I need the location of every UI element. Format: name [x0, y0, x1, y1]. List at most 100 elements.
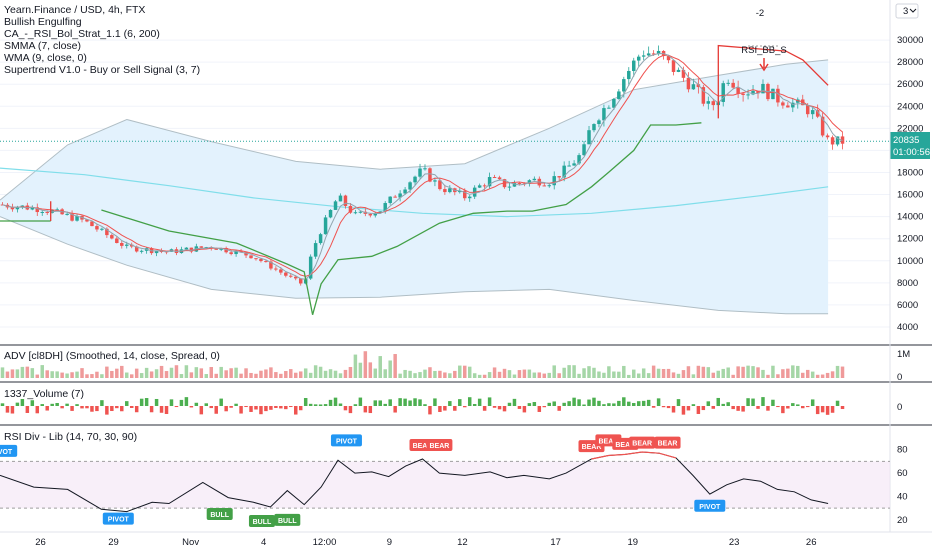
candle-body — [666, 56, 671, 61]
time-tick: 9 — [387, 537, 392, 548]
volume-bar — [383, 403, 387, 406]
candle-body — [711, 101, 716, 106]
candle-body — [830, 137, 835, 145]
adv-bar — [35, 374, 40, 378]
svg-text:BEAR: BEAR — [582, 444, 602, 451]
volume-bar — [681, 406, 686, 415]
volume-bar — [651, 406, 656, 408]
volume-bar — [25, 406, 30, 413]
volume-bar — [328, 399, 333, 406]
volume-bar — [199, 406, 204, 415]
adv-bar — [721, 368, 725, 378]
volume-bar — [557, 406, 561, 411]
adv-bar — [25, 366, 30, 378]
volume-bar — [154, 398, 159, 406]
adv-bar — [358, 362, 363, 378]
candle-body — [298, 278, 303, 284]
candle-body — [746, 94, 750, 96]
candle-body — [383, 203, 387, 212]
volume-bar — [234, 403, 238, 406]
volume-bar — [70, 406, 74, 411]
adv-bar — [10, 369, 15, 378]
candle-body — [532, 178, 537, 181]
adv-bar — [706, 367, 711, 378]
legend-rsi[interactable]: RSI Div - Lib (14, 70, 30, 90) — [4, 431, 138, 443]
legend-smma[interactable]: SMMA (7, close) — [4, 40, 82, 52]
adv-bar — [189, 372, 194, 378]
candle-body — [214, 248, 218, 250]
price-axis[interactable]: 4000600080001000012000140001600018000200… — [897, 35, 923, 333]
volume-bar — [448, 401, 452, 406]
adv-bar — [746, 365, 750, 378]
scale-button[interactable] — [895, 3, 919, 19]
adv-bar — [129, 374, 134, 378]
scale-dropdown-icon[interactable] — [909, 8, 917, 13]
volume-bar — [174, 406, 179, 408]
volume-bar — [189, 406, 194, 408]
volume-bar — [602, 404, 606, 406]
adv-bar — [771, 365, 775, 378]
adv-bar — [338, 373, 343, 378]
adv-bar — [90, 374, 94, 378]
legend-symbol[interactable]: Yearn.Finance / USD, 4h, FTX — [4, 4, 146, 16]
rsi-tick: 60 — [897, 468, 908, 479]
rsi-axis[interactable]: 20 40 60 80 — [897, 445, 908, 526]
time-tick: 17 — [550, 537, 561, 548]
volume-bar — [393, 406, 397, 413]
volume-bar — [433, 398, 437, 406]
adv-bar — [467, 366, 472, 378]
legend-pattern[interactable]: Bullish Engulfing — [4, 16, 82, 28]
adv-bar — [30, 368, 35, 378]
candle-body — [681, 69, 686, 78]
volume-bar — [90, 406, 94, 412]
legend-supertrend[interactable]: Supertrend V1.0 - Buy or Sell Signal (3,… — [4, 64, 201, 76]
volume-bar — [592, 397, 596, 406]
adv-bar — [622, 365, 626, 378]
candle-body — [85, 219, 89, 222]
volume-bar — [129, 406, 134, 408]
legend-wma[interactable]: WMA (9, close, 0) — [4, 52, 87, 64]
legend-strategy[interactable]: CA_-_RSI_Bol_Strat_1.1 (6, 200) — [4, 28, 160, 40]
volume-bar — [482, 406, 487, 411]
candle-body — [696, 84, 701, 88]
candle-body — [656, 50, 661, 55]
adv-bar — [279, 373, 283, 378]
volume-bar — [716, 397, 720, 406]
volume-bar — [825, 406, 830, 415]
candle-body — [443, 189, 447, 193]
volume-bar — [666, 406, 671, 409]
volume-bar — [840, 406, 845, 410]
volume-bar — [587, 399, 591, 406]
volume-bar — [50, 403, 54, 406]
adv-bar — [497, 371, 502, 378]
volume-bar — [676, 399, 681, 406]
volume-bar — [622, 397, 626, 406]
adv-bar — [269, 367, 273, 378]
price-tick: 14000 — [897, 212, 923, 223]
volume-bar — [313, 404, 318, 406]
candle-body — [388, 196, 392, 204]
adv-bar — [796, 365, 800, 378]
adv-bar — [801, 372, 805, 378]
candle-body — [791, 102, 795, 108]
time-axis[interactable]: 26 29 Nov 4 12:00 9 12 17 19 23 26 — [35, 537, 816, 548]
candle-body — [313, 243, 318, 257]
volume-bar — [373, 400, 378, 406]
legend-volume[interactable]: 1337_Volume (7) — [4, 388, 84, 400]
volume-bar — [646, 399, 651, 406]
candle-body — [671, 60, 676, 72]
adv-bar — [418, 372, 422, 378]
price-tick: 26000 — [897, 79, 923, 90]
price-tick: 4000 — [897, 322, 918, 333]
legend-adv[interactable]: ADV [cl8DH] (Smoothed, 14, close, Spread… — [4, 350, 220, 362]
volume-bar — [607, 403, 611, 406]
candle-body — [224, 247, 228, 253]
candle-body — [403, 189, 407, 194]
volume-bar — [641, 400, 646, 406]
volume-bar — [194, 402, 199, 406]
candle-body — [373, 213, 378, 216]
candle-body — [308, 256, 313, 279]
bollinger-upper-line — [0, 59, 829, 201]
volume-bar — [323, 404, 328, 406]
